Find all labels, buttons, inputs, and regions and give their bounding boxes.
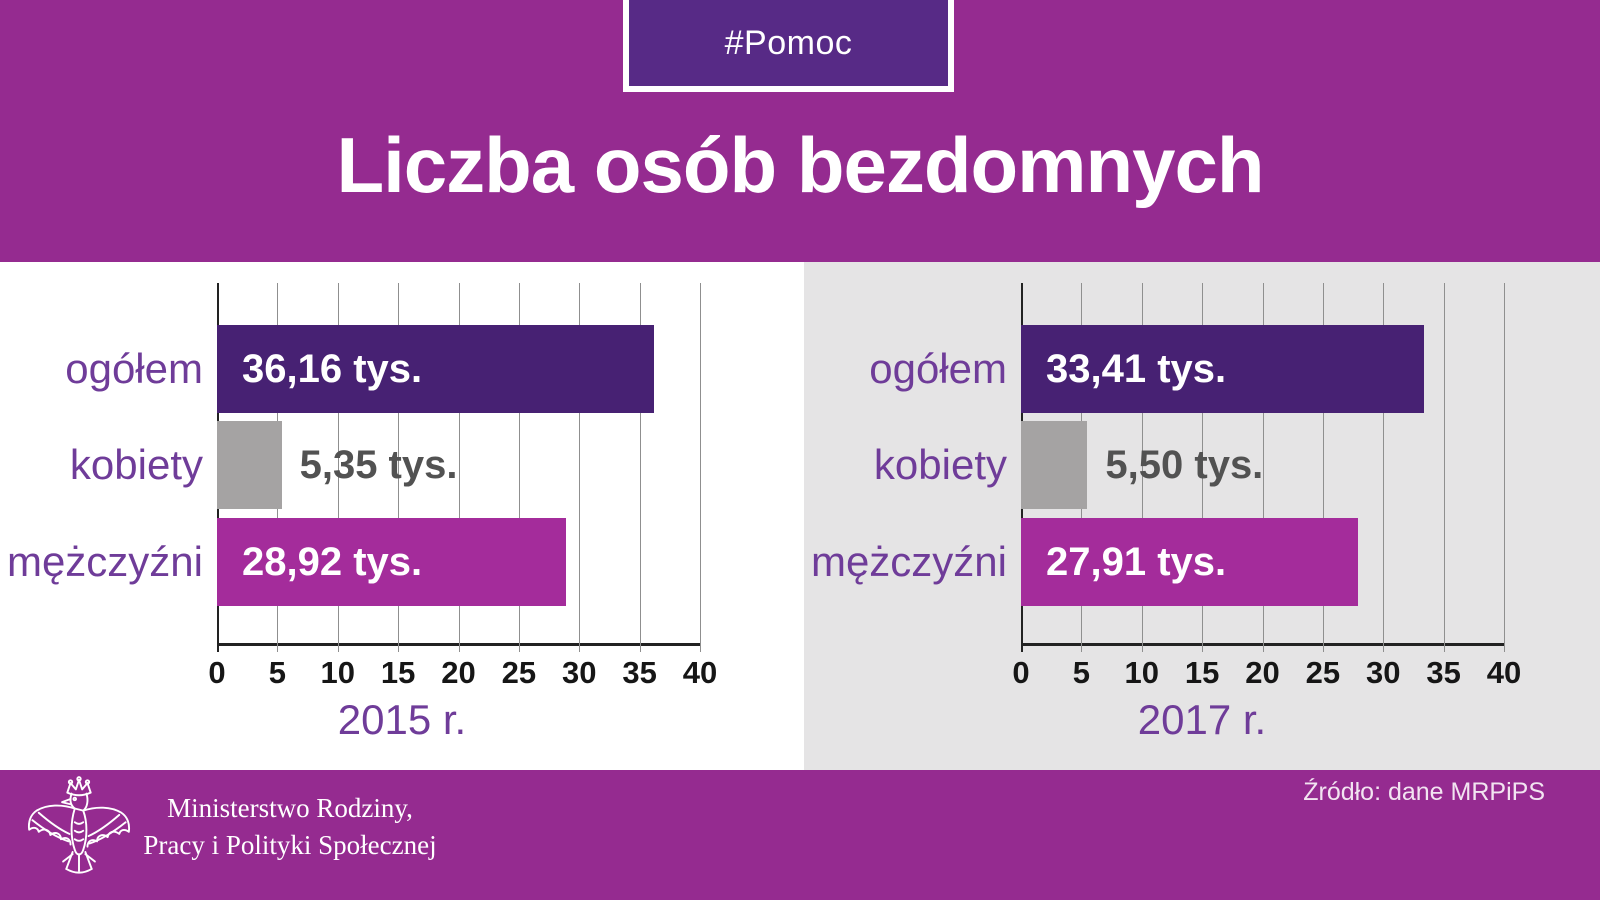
grid-line <box>1383 283 1385 652</box>
axis-tick-label: 10 <box>1124 655 1159 690</box>
bar-men: 27,91 tys. <box>1021 518 1358 606</box>
year-label-2017: 2017 r. <box>1137 696 1267 743</box>
grid-line <box>458 283 460 652</box>
category-label-women: kobiety <box>69 441 203 488</box>
bar-value-label: 36,16 tys. <box>242 347 423 391</box>
bar-value-label: 27,91 tys. <box>1046 540 1227 584</box>
bar-total: 33,41 tys. <box>1021 325 1425 413</box>
header-band: #Pomoc Liczba osób bezdomnych <box>0 0 1600 262</box>
axis-tick-label: 40 <box>1486 655 1522 690</box>
axis-tick-label: 25 <box>501 655 537 690</box>
footer-band: Ministerstwo Rodziny, Pracy i Polityki S… <box>0 770 1600 900</box>
category-label-total: ogółem <box>65 345 203 392</box>
data-source-note: Źródło: dane MRPiPS <box>1303 778 1545 806</box>
grid-line <box>1262 283 1264 652</box>
axis-tick-label: 35 <box>1426 655 1461 690</box>
axis-tick-label: 0 <box>1012 655 1030 690</box>
category-label-men: mężczyźni <box>6 538 203 585</box>
grid-line <box>1322 283 1324 652</box>
category-label-total: ogółem <box>869 345 1007 392</box>
category-label-men: mężczyźni <box>810 538 1007 585</box>
ministry-name-line2: Pracy i Polityki Społecznej <box>143 830 437 860</box>
polish-eagle-emblem-icon <box>26 775 132 895</box>
grid-line <box>398 283 400 652</box>
bar-women <box>217 421 282 509</box>
bar-women <box>1021 421 1088 509</box>
axis-tick-label: 40 <box>682 655 718 690</box>
axis-tick-label: 5 <box>1072 655 1090 690</box>
grid-line <box>518 283 520 652</box>
bar-total: 36,16 tys. <box>217 325 654 413</box>
year-label-2015: 2015 r. <box>337 696 467 743</box>
grid-line <box>639 283 641 652</box>
charts-area: ogółem kobiety mężczyźni 0 5 10 15 20 25 30 35 40 3… <box>0 262 1600 770</box>
category-label-women: kobiety <box>873 441 1007 488</box>
axis-tick-label: 35 <box>622 655 657 690</box>
grid-line <box>1141 283 1143 652</box>
bar-value-label: 5,35 tys. <box>299 443 458 487</box>
bar-value-label: 5,50 tys. <box>1105 443 1264 487</box>
axis-tick-label: 25 <box>1305 655 1341 690</box>
ministry-name-line1: Ministerstwo Rodziny, <box>167 793 413 823</box>
axis-tick-label: 30 <box>1366 655 1401 690</box>
plot-area-2015: 0 5 10 15 20 25 30 35 40 36,16 tys. 5,35 tys. 28,92… <box>208 283 717 690</box>
bar-value-label: 33,41 tys. <box>1046 347 1227 391</box>
axis-tick-label: 0 <box>208 655 226 690</box>
chart-panel-2017: ogółem kobiety mężczyźni 0 5 10 15 20 25 30 35 40 3… <box>804 262 1600 770</box>
page-title: Liczba osób bezdomnych <box>336 121 1264 209</box>
grid-line <box>1504 283 1505 652</box>
grid-line <box>579 283 581 652</box>
axis-tick-label: 10 <box>320 655 355 690</box>
category-labels-2015: ogółem kobiety mężczyźni <box>0 283 203 643</box>
grid-line <box>337 283 339 652</box>
grid-line <box>700 283 701 652</box>
axis-tick-label: 20 <box>1245 655 1280 690</box>
hashtag-badge: #Pomoc <box>623 0 954 92</box>
bar-value-label: 28,92 tys. <box>242 540 423 584</box>
chart-panel-2015: ogółem kobiety mężczyźni 0 5 10 15 20 25 30 35 40 3… <box>0 262 804 770</box>
ministry-name: Ministerstwo Rodziny, Pracy i Polityki S… <box>122 790 458 864</box>
axis-tick-label: 15 <box>380 655 416 690</box>
category-labels-2017: ogółem kobiety mężczyźni <box>804 283 1007 643</box>
grid-line <box>1443 283 1445 652</box>
plot-area-2017: 0 5 10 15 20 25 30 35 40 33,41 tys. 5,50 tys. 27,91… <box>1012 283 1521 690</box>
axis-tick-label: 30 <box>562 655 597 690</box>
axis-tick-label: 20 <box>441 655 476 690</box>
axis-tick-label: 15 <box>1184 655 1220 690</box>
grid-line <box>1202 283 1204 652</box>
bar-men: 28,92 tys. <box>217 518 567 606</box>
axis-tick-label: 5 <box>268 655 286 690</box>
hashtag-badge-label: #Pomoc <box>724 23 853 62</box>
